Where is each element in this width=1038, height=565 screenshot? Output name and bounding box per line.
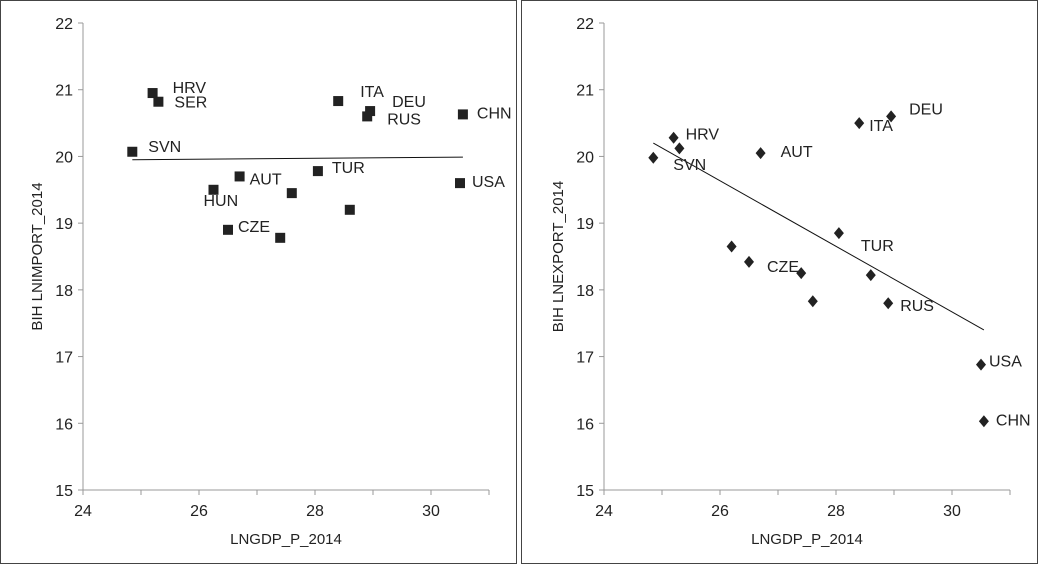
data-point (153, 96, 164, 107)
y-axis-title: BIH LNIMPORT_2014 (29, 182, 46, 330)
y-tick-label: 18 (55, 283, 73, 300)
data-point (147, 88, 158, 99)
data-point-label: CHN (996, 412, 1031, 429)
export-scatter-panel: 15 16 17 18 19 20 21 22 24 26 28 30 LNGDP_P_2014 BIH … (521, 0, 1038, 564)
x-axis-title: LNGDP_P_2014 (751, 531, 863, 548)
data-point (455, 178, 465, 189)
data-point (333, 96, 344, 107)
data-point-label: HRV (686, 127, 720, 144)
y-tick-label: 21 (576, 83, 594, 100)
y-tick-label: 20 (576, 149, 594, 166)
y-tick-label: 22 (55, 16, 73, 33)
data-point-label: DEU (392, 94, 426, 111)
y-tick-label: 15 (576, 483, 594, 500)
data-point (312, 166, 323, 177)
data-point (976, 358, 986, 371)
y-tick-label: 15 (55, 483, 73, 500)
x-tick-label: 30 (422, 503, 440, 520)
data-point (674, 142, 685, 155)
y-tick-label: 18 (576, 283, 594, 300)
y-tick-label: 19 (55, 216, 73, 233)
x-tick-label: 28 (827, 503, 845, 520)
data-point-label: HRV (173, 80, 207, 97)
data-point-label: SER (174, 95, 207, 112)
x-tick-label: 24 (595, 503, 613, 520)
data-point-label: HUN (204, 193, 239, 210)
data-point-label: SVN (673, 157, 706, 174)
y-tick-label: 19 (576, 216, 594, 233)
y-tick-label: 16 (55, 416, 73, 433)
data-point-label: AUT (250, 171, 282, 188)
import-scatter-panel: 15 16 17 18 19 20 21 22 24 26 28 30 LNGDP_P_2014 BIH … (0, 0, 517, 564)
data-point (865, 269, 876, 282)
data-point (223, 224, 233, 235)
data-point-label: TUR (332, 160, 365, 177)
data-point-label: ITA (869, 118, 893, 135)
x-tick-label: 24 (74, 503, 92, 520)
data-point-label: SVN (148, 139, 181, 156)
trend-line (132, 156, 463, 161)
y-tick-label: 17 (55, 350, 73, 367)
data-point (127, 146, 138, 157)
data-point (755, 147, 766, 160)
y-tick-label: 17 (576, 350, 594, 367)
data-point (648, 151, 659, 164)
x-tick-label: 26 (711, 503, 729, 520)
data-point-label: CZE (238, 219, 270, 236)
data-point (457, 109, 468, 120)
data-point-label: RUS (387, 111, 421, 128)
data-point (234, 171, 245, 182)
data-point (275, 232, 286, 243)
data-point-label: USA (989, 354, 1022, 371)
data-point-label: RUS (900, 298, 934, 315)
data-point (807, 295, 818, 308)
data-point (833, 227, 844, 240)
trend-line (653, 142, 985, 331)
data-point (726, 240, 737, 253)
data-point-label: AUT (781, 144, 813, 161)
y-tick-label: 20 (55, 149, 73, 166)
data-point (883, 297, 894, 310)
x-tick-label: 30 (943, 503, 961, 520)
data-point (668, 131, 679, 144)
data-point (208, 184, 219, 195)
data-point (344, 204, 355, 215)
y-tick-label: 16 (576, 416, 594, 433)
x-axis-title: LNGDP_P_2014 (230, 531, 342, 548)
data-point-label: ITA (360, 84, 384, 101)
data-point-label: CHN (477, 105, 512, 122)
data-point-label: CZE (767, 259, 799, 276)
data-point (886, 110, 897, 123)
data-point (744, 255, 754, 268)
x-tick-label: 26 (190, 503, 208, 520)
x-tick-label: 28 (306, 503, 324, 520)
export-scatter-chart: 15 16 17 18 19 20 21 22 24 26 28 30 LNGDP_P_2014 BIH … (550, 16, 1031, 548)
data-point (362, 111, 373, 122)
data-point-label: DEU (909, 101, 943, 118)
data-point (286, 188, 297, 199)
y-tick-label: 22 (576, 16, 594, 33)
y-tick-label: 21 (55, 83, 73, 100)
data-point-label: TUR (861, 238, 894, 255)
import-scatter-chart: 15 16 17 18 19 20 21 22 24 26 28 30 LNGDP_P_2014 BIH … (29, 16, 512, 548)
data-point-label: USA (472, 174, 505, 191)
data-point (796, 267, 807, 280)
data-point (854, 117, 865, 130)
data-point (365, 106, 376, 117)
y-axis-title: BIH LNEXPORT_2014 (550, 181, 567, 332)
data-point (978, 415, 989, 428)
